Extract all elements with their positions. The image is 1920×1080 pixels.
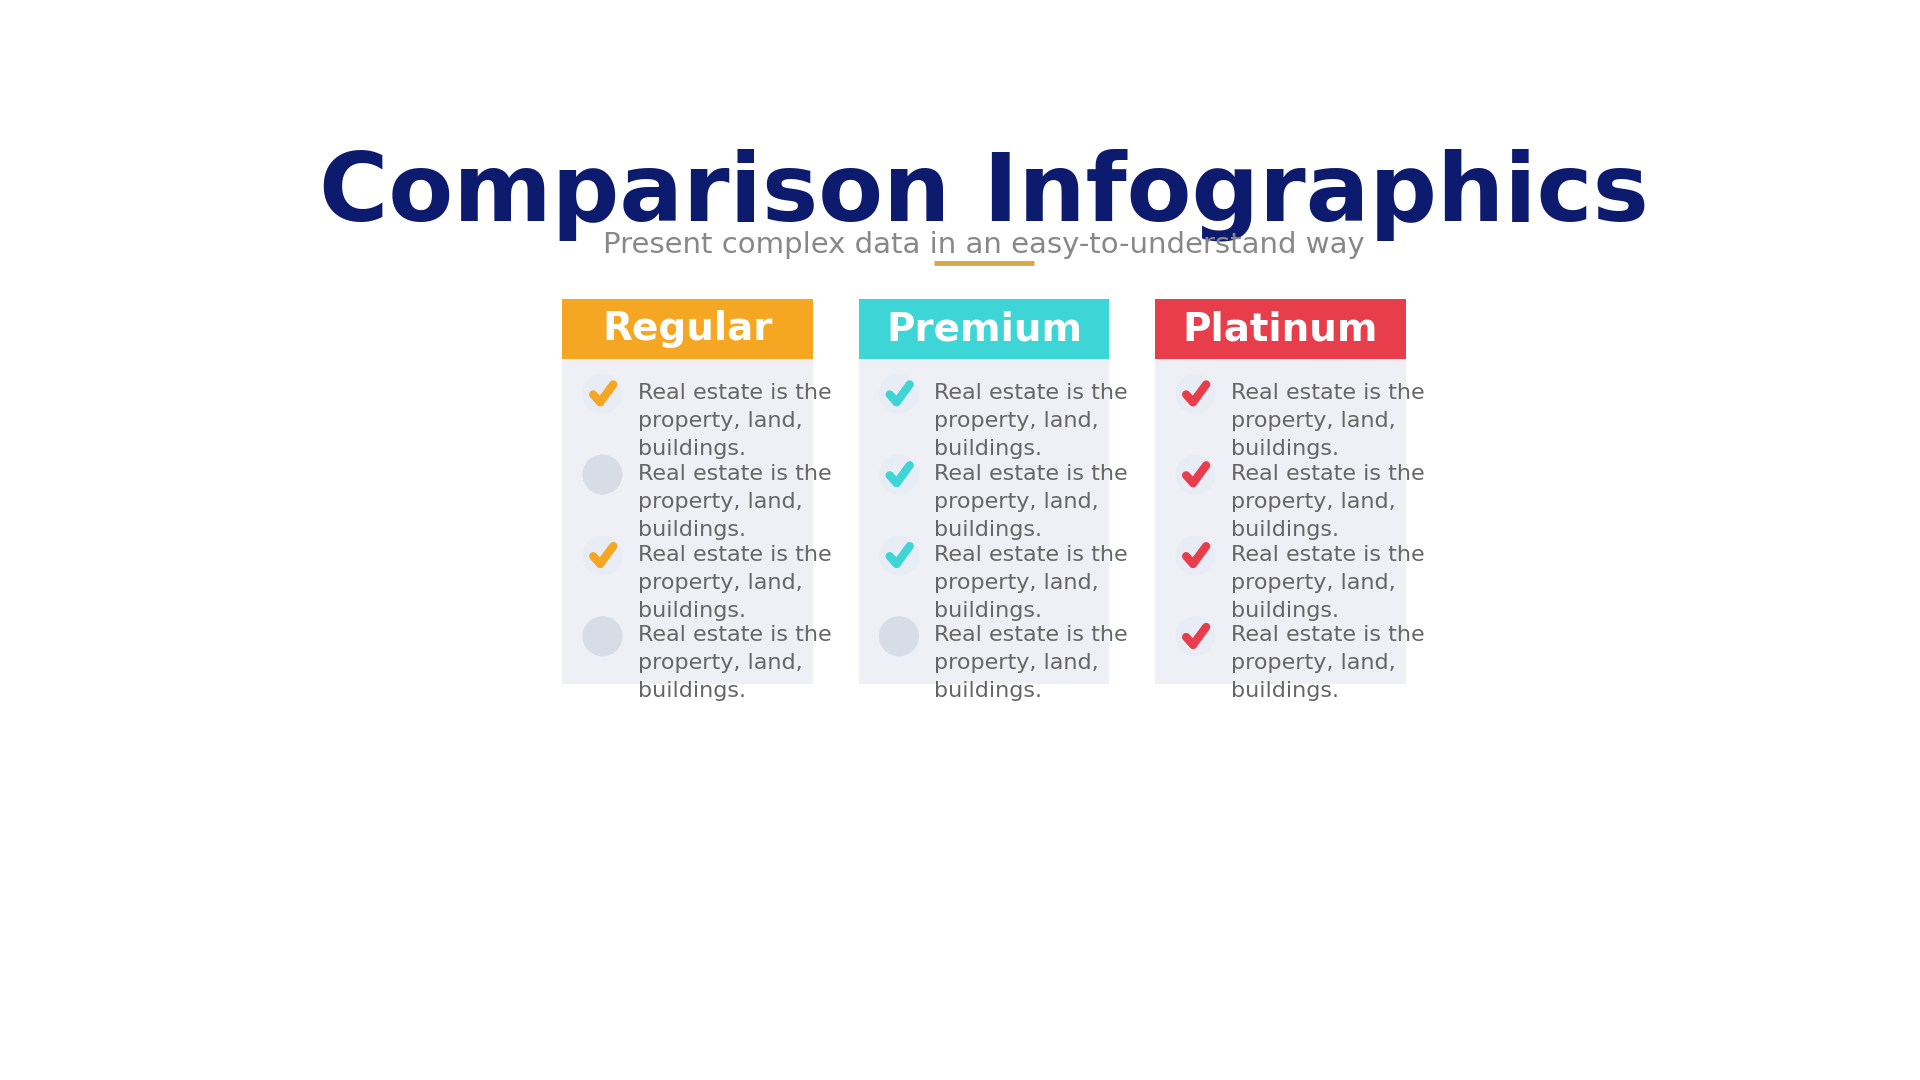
FancyBboxPatch shape — [858, 299, 1110, 684]
Circle shape — [582, 374, 622, 414]
FancyBboxPatch shape — [563, 299, 812, 684]
Circle shape — [1175, 536, 1215, 576]
Text: Real estate is the
property, land,
buildings.: Real estate is the property, land, build… — [935, 463, 1127, 540]
Text: Real estate is the
property, land,
buildings.: Real estate is the property, land, build… — [1231, 544, 1425, 621]
Text: Real estate is the
property, land,
buildings.: Real estate is the property, land, build… — [935, 383, 1127, 459]
Text: Real estate is the
property, land,
buildings.: Real estate is the property, land, build… — [637, 463, 831, 540]
Circle shape — [879, 455, 920, 495]
Circle shape — [1175, 455, 1215, 495]
Circle shape — [582, 617, 622, 657]
Text: Premium: Premium — [885, 310, 1083, 348]
Circle shape — [879, 617, 920, 657]
FancyBboxPatch shape — [1156, 299, 1405, 684]
Text: Real estate is the
property, land,
buildings.: Real estate is the property, land, build… — [1231, 383, 1425, 459]
Text: Real estate is the
property, land,
buildings.: Real estate is the property, land, build… — [1231, 625, 1425, 702]
Text: Real estate is the
property, land,
buildings.: Real estate is the property, land, build… — [637, 544, 831, 621]
FancyBboxPatch shape — [563, 299, 812, 359]
Text: Present complex data in an easy-to-understand way: Present complex data in an easy-to-under… — [603, 231, 1365, 259]
Text: Real estate is the
property, land,
buildings.: Real estate is the property, land, build… — [637, 625, 831, 702]
Text: Comparison Infographics: Comparison Infographics — [319, 149, 1649, 241]
Text: Real estate is the
property, land,
buildings.: Real estate is the property, land, build… — [935, 625, 1127, 702]
Circle shape — [582, 536, 622, 576]
Circle shape — [879, 536, 920, 576]
Text: Platinum: Platinum — [1183, 310, 1379, 348]
Text: Real estate is the
property, land,
buildings.: Real estate is the property, land, build… — [935, 544, 1127, 621]
Text: Real estate is the
property, land,
buildings.: Real estate is the property, land, build… — [1231, 463, 1425, 540]
Circle shape — [1175, 617, 1215, 657]
Circle shape — [582, 455, 622, 495]
FancyBboxPatch shape — [1156, 299, 1405, 359]
FancyBboxPatch shape — [858, 299, 1110, 359]
Circle shape — [879, 374, 920, 414]
Text: Real estate is the
property, land,
buildings.: Real estate is the property, land, build… — [637, 383, 831, 459]
Circle shape — [1175, 374, 1215, 414]
Text: Regular: Regular — [603, 310, 772, 348]
